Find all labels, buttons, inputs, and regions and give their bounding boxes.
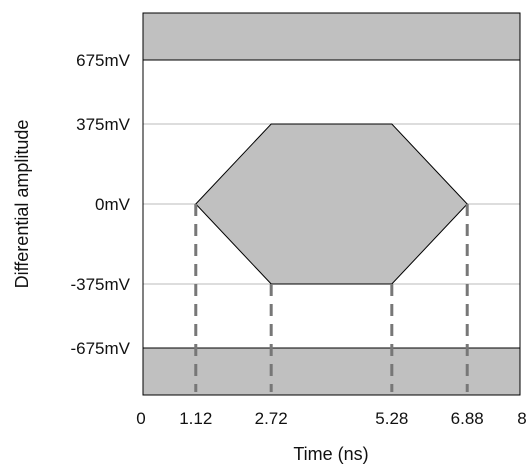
y-tick-label: -675mV bbox=[70, 339, 130, 358]
x-tick-label: 1.12 bbox=[179, 409, 212, 428]
eye-mask bbox=[195, 123, 468, 285]
lower-keep-out-band bbox=[143, 348, 520, 395]
x-axis-label: Time (ns) bbox=[293, 444, 368, 464]
y-axis-label: Differential amplitude bbox=[12, 120, 32, 289]
y-tick-label: 375mV bbox=[76, 115, 131, 134]
y-tick-label: 0mV bbox=[95, 195, 131, 214]
x-tick-label: 8 bbox=[517, 409, 526, 428]
y-tick-label: 675mV bbox=[76, 51, 131, 70]
plot-frame bbox=[142, 12, 521, 396]
keep-out-regions bbox=[143, 13, 520, 395]
x-tick-label: 2.72 bbox=[255, 409, 288, 428]
x-tick-labels: 0 1.12 2.72 5.28 6.88 8 bbox=[136, 409, 526, 428]
x-tick-label: 0 bbox=[136, 409, 145, 428]
eye-mask-hexagon bbox=[195, 123, 468, 285]
upper-keep-out-band bbox=[143, 13, 520, 60]
x-tick-label: 6.88 bbox=[451, 409, 484, 428]
y-tick-labels: 675mV 375mV 0mV -375mV -675mV bbox=[70, 51, 130, 358]
time-markers bbox=[194, 204, 469, 392]
x-tick-label: 5.28 bbox=[375, 409, 408, 428]
y-tick-label: -375mV bbox=[70, 275, 130, 294]
